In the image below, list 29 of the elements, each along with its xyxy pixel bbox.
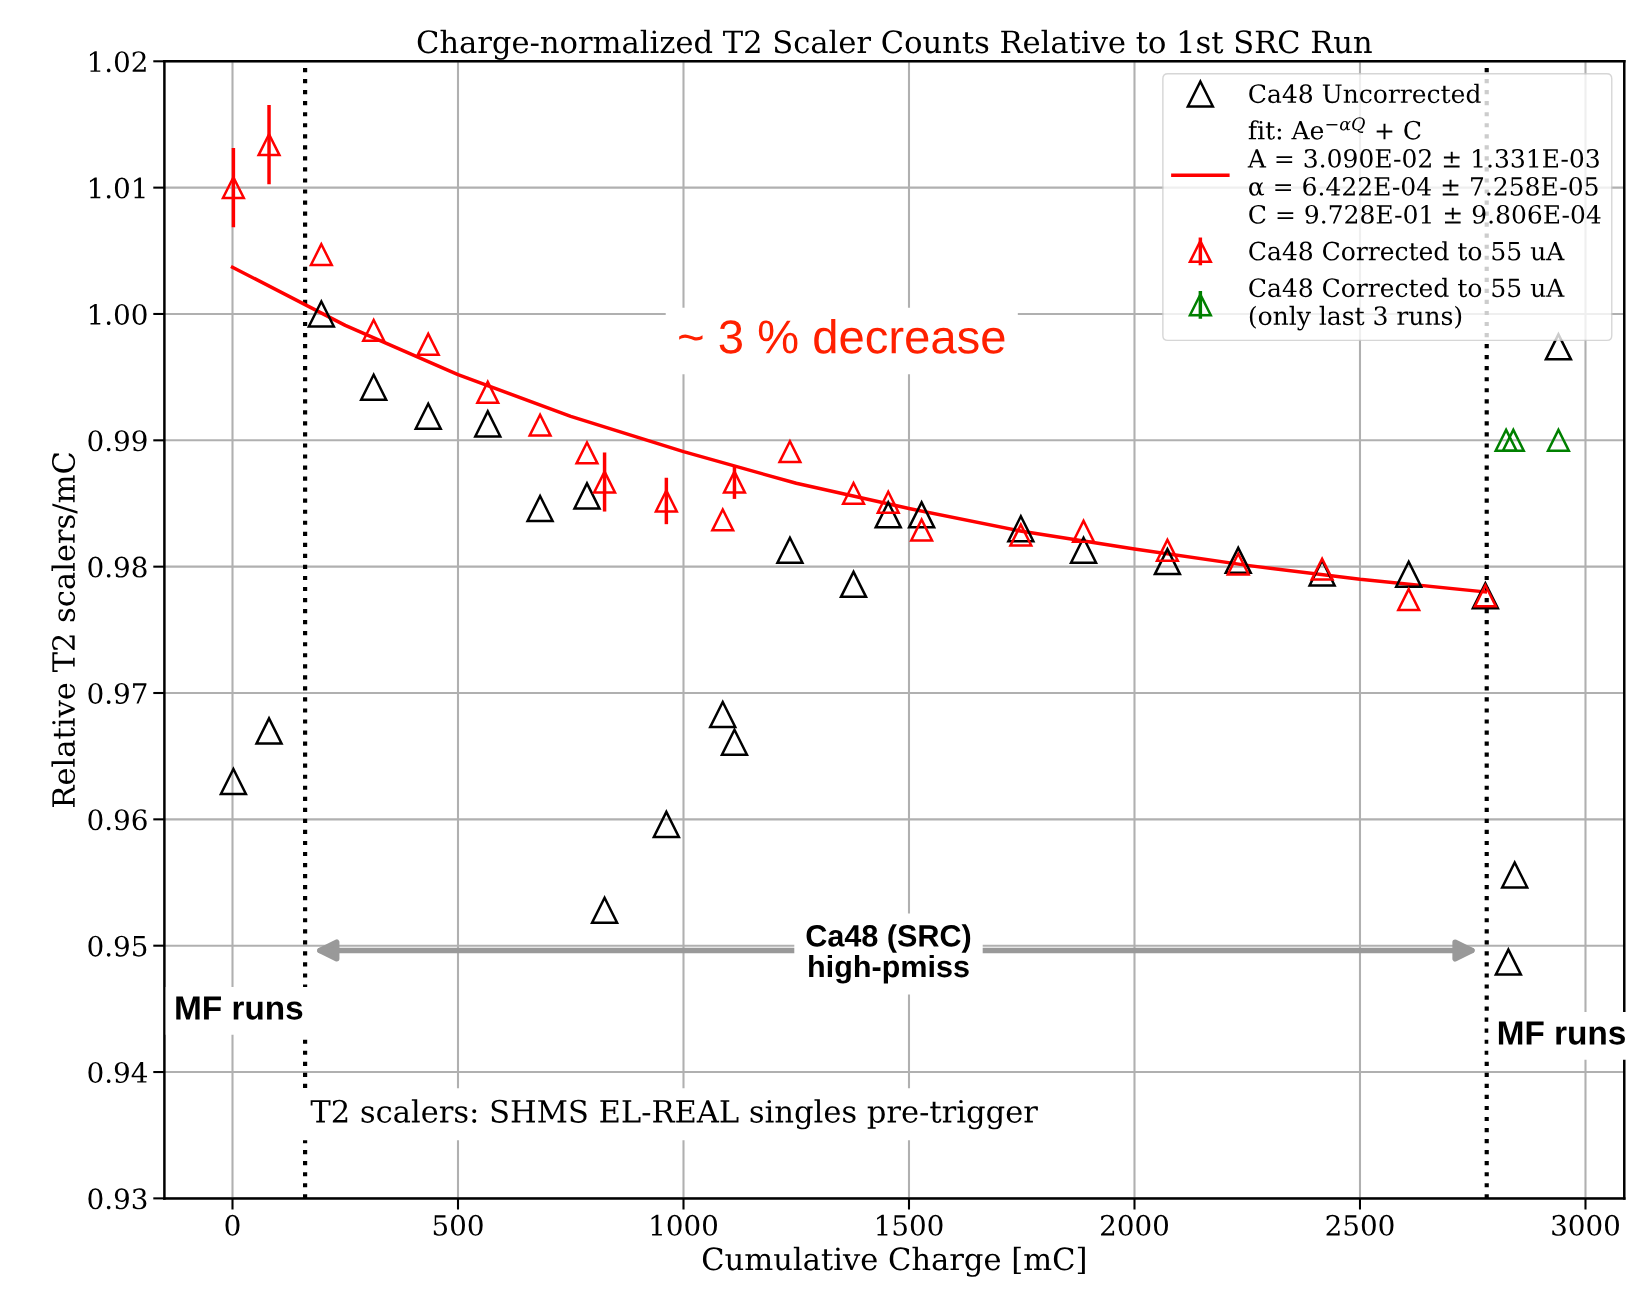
x-tick-label: 2500 [1326, 1214, 1394, 1236]
y-tick-label: 0.95 [88, 935, 147, 957]
x-tick-label: 3000 [1552, 1214, 1619, 1236]
y-tick-label: 0.94 [88, 1061, 148, 1083]
x-tick-label: 500 [433, 1214, 483, 1236]
x-axis-title: Cumulative Charge [mC] [702, 1246, 1085, 1277]
y-tick-label: 1.02 [89, 51, 146, 73]
y-tick-label: 0.98 [88, 556, 147, 578]
legend-label: Ca48 Corrected to 55 uA [1249, 241, 1565, 261]
y-tick-label: 0.99 [88, 430, 147, 452]
annotation: Ca48 (SRC) high-pmiss [806, 924, 971, 984]
y-tick-label: 0.97 [88, 682, 147, 704]
legend-label: fit: Ae$^{−αQ}$ + C A = 3.090E-02 ± 1.331E-03 α = 6.422E-04 ± 7.258E-05 C = 9.728E-01 ± 9.806E-04 [1247, 117, 1601, 224]
y-tick-label: 1.01 [89, 177, 145, 199]
chart-title: Charge-normalized T2 Scaler Counts Relative to 1st SRC Run [417, 29, 1372, 60]
y-axis-title: Relative T2 scalers/mC [51, 452, 78, 807]
ref-line-label: MF runs [176, 996, 303, 1020]
x-tick-label: 2000 [1101, 1214, 1168, 1236]
annotation: ~ 3 % decrease [679, 319, 1005, 354]
annotation: T2 scalers: SHMS EL-REAL singles pre-trigger [310, 1099, 1038, 1130]
y-tick-label: 1.00 [89, 303, 147, 325]
x-tick-label: 1500 [877, 1214, 943, 1236]
x-tick-label: 1000 [651, 1214, 717, 1236]
x-tick-label: 0 [225, 1214, 240, 1236]
y-tick-label: 0.96 [88, 809, 147, 831]
legend-label: Ca48 Corrected to 55 uA (only last 3 runs) [1249, 277, 1565, 331]
ref-line-label: MF runs [1498, 1021, 1625, 1045]
legend-label: Ca48 Uncorrected [1249, 83, 1481, 104]
y-tick-label: 0.93 [88, 1188, 147, 1210]
